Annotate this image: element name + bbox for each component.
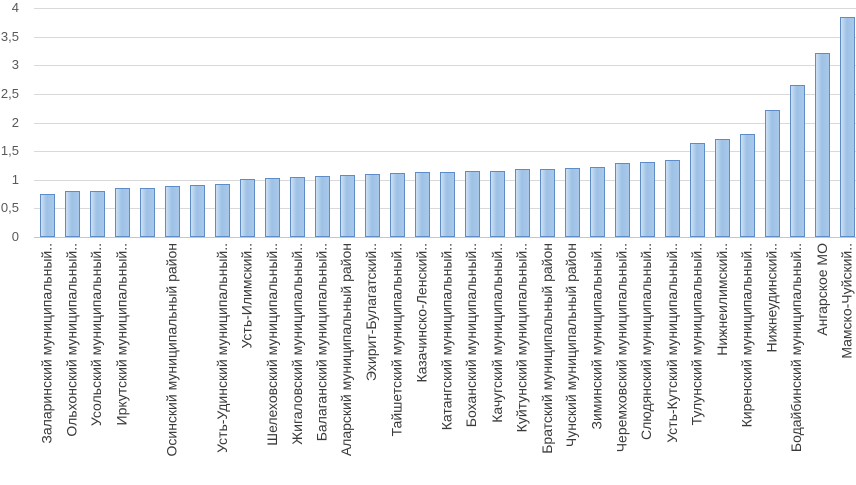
category-label: Иркутский муниципальный.. [113,243,130,426]
bar [564,168,580,237]
category-label: Нижнеилимский.. [713,243,730,356]
y-axis-tick-label: 1,5 [0,143,19,158]
bar [639,162,655,237]
y-axis-tick-label: 3,5 [0,29,19,44]
category-label: Усть-Удинский муниципальный.. [213,243,230,453]
category-label: Усть-Кутский муниципальный.. [663,243,680,443]
category-label: Тайшетский муниципальный.. [388,243,405,437]
bar [264,178,280,237]
bar [39,194,55,237]
category-label: Казачинско-Ленский.. [413,243,430,383]
category-label: Катангский муниципальный.. [438,243,455,431]
bar [514,169,530,237]
category-label: Аларский муниципальный район [338,243,355,457]
bar [589,167,605,237]
bar [164,186,180,237]
bar [389,173,405,237]
gridline [34,37,856,38]
category-label: Киренский муниципальный.. [738,243,755,428]
category-label: Тулунский муниципальный.. [688,243,705,426]
bar [64,191,80,237]
category-label: Боханский муниципальный.. [463,243,480,428]
category-label: Качугский муниципальный.. [488,243,505,423]
bar [739,134,755,237]
bar [814,53,830,237]
bar [689,143,705,237]
category-label: Усть-Илимский.. [238,243,255,349]
bar [89,191,105,237]
bar [289,177,305,237]
category-label: Шелеховский муниципальный.. [263,243,280,446]
bar [364,174,380,237]
gridline [34,8,856,9]
category-label: Чунский муниципальный район [563,243,580,448]
category-label: Эхирит-Булагатский.. [363,243,380,382]
y-axis-tick-label: 3 [11,57,19,72]
bar [839,17,855,237]
bar [314,176,330,237]
bar [439,172,455,237]
gridline [34,151,856,152]
bar [214,184,230,237]
gridline [34,123,856,124]
bar [614,163,630,237]
gridline [34,65,856,66]
y-axis-tick-label: 0,5 [0,200,19,215]
bar [489,171,505,237]
category-label: Бодайбинский муниципальный.. [788,243,805,453]
bar [714,139,730,237]
bar [414,172,430,237]
category-label: Заларинский муниципальный.. [38,243,55,444]
category-label: Осинский муниципальный район [163,243,180,457]
category-label: Нижнеудинский.. [763,243,780,353]
bar [789,85,805,237]
category-label: Балаганский муниципальный.. [313,243,330,442]
bar [464,171,480,237]
bar [139,188,155,237]
category-label: Ольхонский муниципальный.. [63,243,80,437]
category-label: Куйтунский муниципальный.. [513,243,530,433]
gridline [34,94,856,95]
y-axis-tick-label: 0 [11,229,19,244]
category-label: Жигаловский муниципальный.. [288,243,305,445]
bar [114,188,130,237]
category-label: Усольский муниципальный.. [88,243,105,427]
y-axis-tick-label: 1 [11,172,19,187]
category-label: Братский муниципальный район [538,243,555,454]
category-label: Слюдянский муниципальный.. [638,243,655,441]
y-axis-tick-label: 2 [11,115,19,130]
category-label: Зиминский муниципальный.. [588,243,605,430]
category-label: Ангарское МО [813,243,830,336]
bar [339,175,355,237]
category-label: Мамско-Чуйский.. [838,243,855,359]
bar [239,179,255,237]
bar [539,169,555,237]
x-axis-line [34,237,856,238]
y-axis-tick-label: 4 [11,0,19,15]
bar [664,160,680,237]
bar [189,185,205,237]
category-label: Черемховский муниципальный.. [613,243,630,453]
bar [764,110,780,237]
y-axis-tick-label: 2,5 [0,86,19,101]
